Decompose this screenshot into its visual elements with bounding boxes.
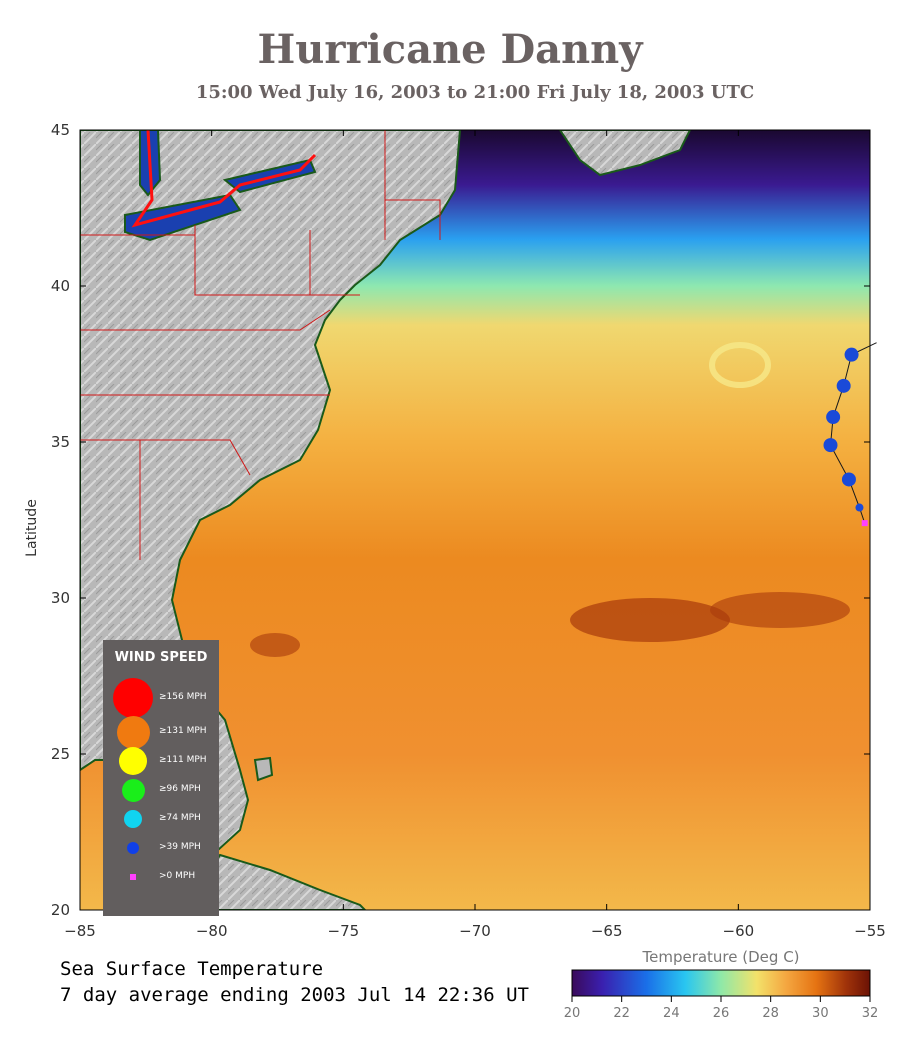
legend-label: ≥156 MPH xyxy=(159,692,207,702)
legend-swatch xyxy=(119,747,147,775)
hurricane-track xyxy=(823,342,877,527)
legend-item: ≥74 MPH xyxy=(103,799,219,828)
legend-label: >39 MPH xyxy=(159,842,201,852)
legend-item: ≥131 MPH xyxy=(103,712,219,749)
legend-title: WIND SPEED xyxy=(114,650,208,665)
warm-patch xyxy=(710,592,850,628)
x-tick-label: −75 xyxy=(328,922,360,940)
colorbar-title: Temperature (Deg C) xyxy=(642,948,800,966)
colorbar-tick-label: 22 xyxy=(613,1006,630,1021)
track-point xyxy=(836,378,851,393)
colorbar-tick-label: 26 xyxy=(713,1006,730,1021)
colorbar-tick-label: 32 xyxy=(862,1006,879,1021)
warm-patch xyxy=(250,633,300,657)
legend-item: ≥96 MPH xyxy=(103,770,219,802)
track-point xyxy=(841,472,856,487)
legend-label: ≥74 MPH xyxy=(159,813,201,823)
caption-line-2: 7 day average ending 2003 Jul 14 22:36 U… xyxy=(60,984,529,1006)
legend-swatch xyxy=(121,778,145,802)
legend-item: >0 MPH xyxy=(103,857,219,885)
map-title: Hurricane Danny xyxy=(257,26,643,73)
legend-item: ≥156 MPH xyxy=(103,678,219,718)
legend-swatch xyxy=(113,678,153,718)
track-point xyxy=(861,520,868,527)
wind-speed-legend: WIND SPEED ≥156 MPH ≥131 MPH ≥111 MPH ≥96 M… xyxy=(103,640,219,916)
y-tick-label: 30 xyxy=(51,589,70,607)
legend-label: ≥111 MPH xyxy=(159,755,207,765)
y-tick-label: 20 xyxy=(51,901,70,919)
x-tick-label: −80 xyxy=(196,922,228,940)
legend-swatch xyxy=(116,715,150,749)
colorbar-tick-label: 30 xyxy=(812,1006,829,1021)
x-tick-label: −60 xyxy=(723,922,755,940)
cool-ring xyxy=(709,342,771,388)
lake-outline xyxy=(131,130,317,228)
legend-label: ≥96 MPH xyxy=(159,784,201,794)
x-tick-label: −65 xyxy=(591,922,623,940)
x-tick-label: −70 xyxy=(459,922,491,940)
colorbar-tick-label: 20 xyxy=(564,1006,581,1021)
colorbar-tick-label: 24 xyxy=(663,1006,680,1021)
y-axis: 45 40 35 30 25 20 xyxy=(51,121,870,919)
legend-label: >0 MPH xyxy=(159,871,196,881)
legend-swatch xyxy=(124,810,142,828)
track-point xyxy=(844,347,859,362)
colorbar xyxy=(571,969,871,997)
x-tick-label: −85 xyxy=(64,922,96,940)
track-point xyxy=(823,438,838,453)
x-tick-label: −55 xyxy=(854,922,886,940)
map-subtitle: 15:00 Wed July 16, 2003 to 21:00 Fri Jul… xyxy=(195,82,755,103)
legend-label: ≥131 MPH xyxy=(159,726,207,736)
state-borders xyxy=(80,130,441,560)
y-tick-label: 25 xyxy=(51,745,70,763)
caption-line-1: Sea Surface Temperature xyxy=(60,958,324,980)
y-tick-label: 45 xyxy=(51,121,70,139)
track-point xyxy=(826,410,841,425)
colorbar-tick-label: 28 xyxy=(762,1006,779,1021)
y-tick-label: 40 xyxy=(51,277,70,295)
land-bahamas xyxy=(253,756,274,782)
land-maritimes xyxy=(558,130,692,177)
legend-swatch xyxy=(127,842,139,854)
track-point xyxy=(855,503,864,512)
x-axis: −85 −80 −75 −70 −65 −60 −55 xyxy=(64,130,886,940)
legend-item: ≥111 MPH xyxy=(103,741,219,775)
colorbar-ticks: 20 22 24 26 28 30 32 xyxy=(564,996,879,1021)
y-tick-label: 35 xyxy=(51,433,70,451)
legend-item: >39 MPH xyxy=(103,828,219,856)
legend-swatch xyxy=(130,874,136,880)
warm-patch xyxy=(570,598,730,642)
